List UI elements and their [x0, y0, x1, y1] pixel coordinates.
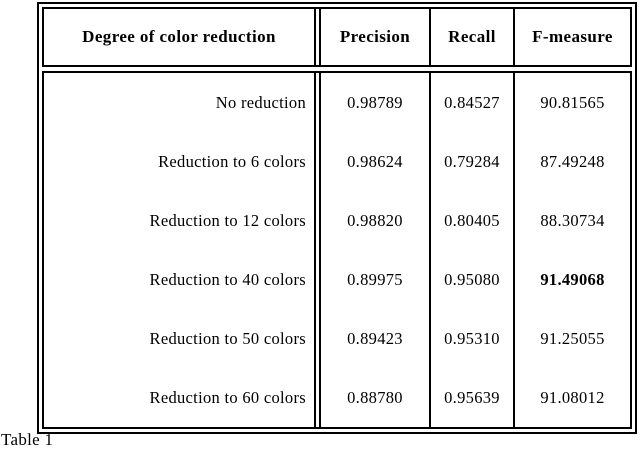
column-f-measure: 90.81565 87.49248 88.30734 91.49068 91.2…	[515, 73, 630, 427]
cell-label: Reduction to 40 colors	[149, 269, 306, 289]
column-recall: 0.84527 0.79284 0.80405 0.95080 0.95310 …	[431, 73, 515, 427]
results-table: Degree of color reduction Precision Reca…	[37, 2, 637, 434]
cell-f-measure: 87.49248	[540, 151, 605, 171]
cell-label: No reduction	[215, 92, 306, 112]
cell-precision: 0.98624	[347, 151, 403, 171]
cell-f-measure: 91.25055	[540, 328, 605, 348]
cell-precision: 0.89423	[347, 328, 403, 348]
table-body: No reduction Reduction to 6 colors Reduc…	[42, 71, 632, 429]
cell-recall: 0.84527	[444, 92, 500, 112]
header-f-measure: F-measure	[532, 27, 613, 46]
cell-label: Reduction to 60 colors	[149, 387, 306, 407]
cell-f-measure: 90.81565	[540, 92, 605, 112]
cell-label: Reduction to 50 colors	[149, 328, 306, 348]
header-precision: Precision	[319, 9, 431, 65]
cell-recall: 0.79284	[444, 151, 500, 171]
cell-recall: 0.80405	[444, 210, 500, 230]
cell-label: Reduction to 12 colors	[149, 210, 306, 230]
cell-f-measure: 88.30734	[540, 210, 605, 230]
cell-recall: 0.95080	[444, 269, 500, 289]
cell-recall: 0.95639	[444, 387, 500, 407]
column-degree: No reduction Reduction to 6 colors Reduc…	[44, 73, 316, 427]
table-header-row: Degree of color reduction Precision Reca…	[42, 7, 632, 67]
table-caption: Table 1	[1, 430, 54, 449]
header-degree-of-color-reduction: Degree of color reduction	[44, 9, 316, 65]
cell-precision: 0.89975	[347, 269, 403, 289]
cell-precision: 0.98789	[347, 92, 403, 112]
cell-f-measure: 91.08012	[540, 387, 605, 407]
cell-f-measure: 91.49068	[540, 269, 605, 289]
cell-precision: 0.88780	[347, 387, 403, 407]
cell-label: Reduction to 6 colors	[158, 151, 306, 171]
column-precision: 0.98789 0.98624 0.98820 0.89975 0.89423 …	[319, 73, 431, 427]
cell-recall: 0.95310	[444, 328, 500, 348]
header-recall: Recall	[431, 9, 515, 65]
cell-precision: 0.98820	[347, 210, 403, 230]
